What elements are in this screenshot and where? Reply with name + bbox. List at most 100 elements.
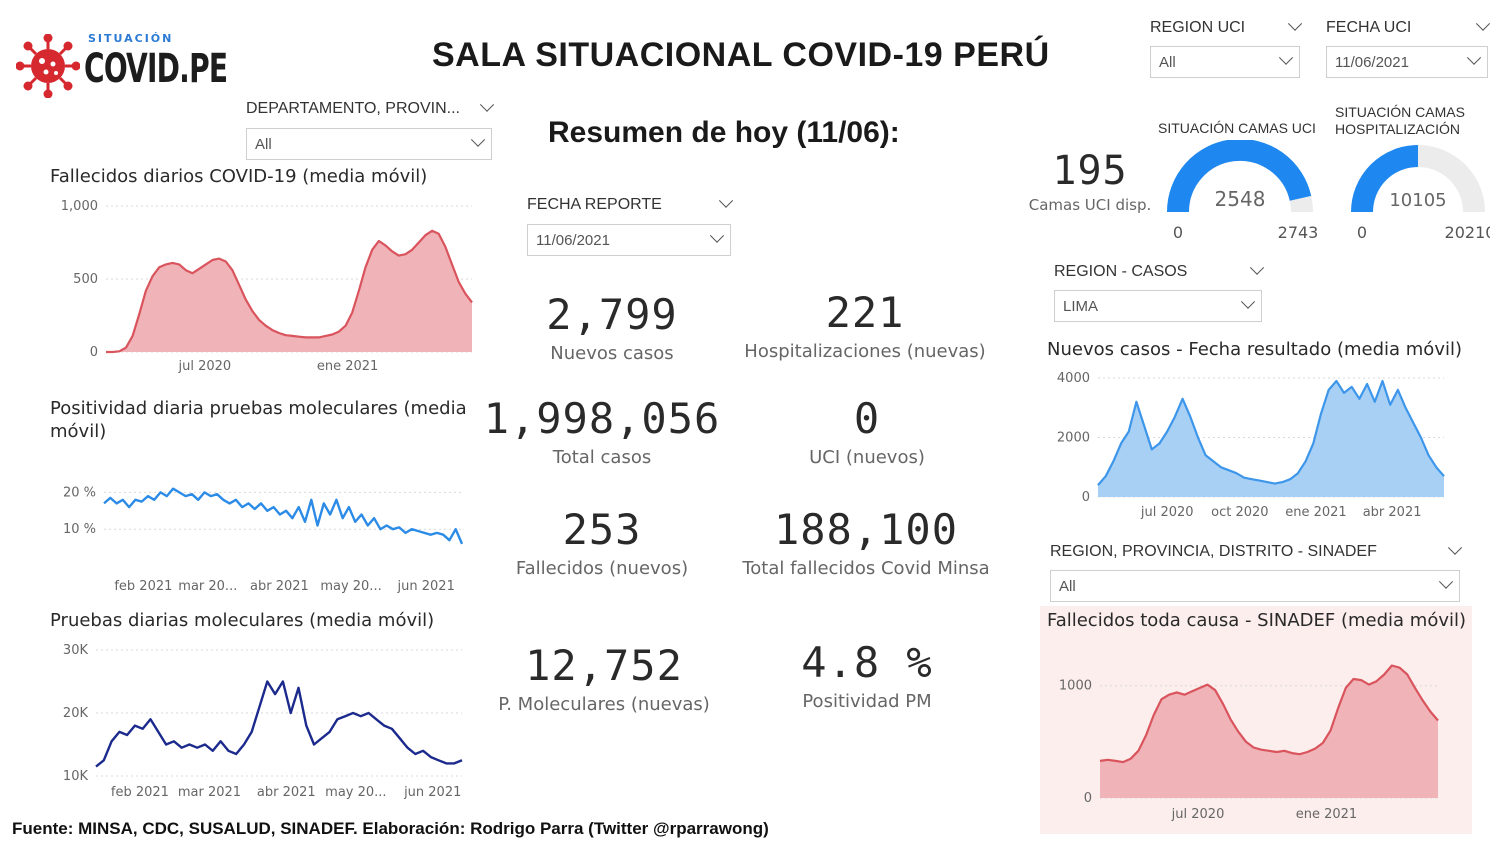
- uci-available-label: Camas UCI disp.: [1028, 196, 1152, 214]
- data-point: [95, 766, 97, 768]
- data-point: [179, 492, 181, 494]
- data-point: [449, 539, 451, 541]
- y-tick-label: 20 %: [63, 485, 96, 500]
- data-point: [1420, 437, 1422, 439]
- kpi-label: Nuevos casos: [550, 343, 674, 364]
- x-tick-label: oct 2020: [1211, 505, 1268, 520]
- data-point: [325, 335, 327, 337]
- data-point: [245, 299, 247, 301]
- kpi-value: 12,752: [525, 641, 683, 690]
- data-point: [392, 528, 394, 530]
- slicer-fecha-reporte-label: FECHA REPORTE: [527, 196, 662, 213]
- data-point: [1222, 703, 1224, 705]
- data-point: [278, 332, 280, 334]
- kpi-uci-nuevos: 0 UCI (nuevos): [742, 394, 992, 468]
- slicer-region-uci-dropdown[interactable]: All: [1150, 46, 1300, 78]
- data-point: [103, 503, 105, 505]
- data-point: [150, 719, 152, 721]
- data-point: [1382, 380, 1384, 382]
- data-point: [119, 350, 121, 352]
- slicer-departamento-value: All: [255, 135, 272, 153]
- chevron-down-icon: [1240, 294, 1256, 309]
- data-point: [1205, 455, 1207, 457]
- chevron-down-icon[interactable]: [1287, 16, 1303, 31]
- y-tick-label: 1,000: [61, 199, 98, 214]
- kpi-total-fallecidos: 188,100 Total fallecidos Covid Minsa: [738, 505, 994, 579]
- data-point: [358, 290, 360, 292]
- data-point: [218, 258, 220, 260]
- data-point: [238, 284, 240, 286]
- data-point: [1214, 689, 1216, 691]
- slicer-departamento-dropdown[interactable]: All: [246, 128, 492, 160]
- data-point: [385, 245, 387, 247]
- data-point: [254, 508, 256, 510]
- data-point: [135, 499, 137, 501]
- data-point: [165, 744, 167, 746]
- chevron-down-icon[interactable]: [1475, 16, 1490, 31]
- slicer-fecha-uci-value: 11/06/2021: [1335, 53, 1409, 71]
- data-point: [386, 525, 388, 527]
- data-point: [298, 687, 300, 689]
- slicer-sinadef: REGION, PROVINCIA, DISTRITO - SINADEF Al…: [1050, 540, 1463, 602]
- data-point: [1243, 477, 1245, 479]
- data-point: [304, 521, 306, 523]
- data-point: [266, 510, 268, 512]
- gauge-uci: 2548 0 2743: [1166, 140, 1318, 242]
- data-point: [212, 750, 214, 752]
- data-point: [1266, 481, 1268, 483]
- data-point: [323, 503, 325, 505]
- data-point: [191, 493, 193, 495]
- chevron-down-icon[interactable]: [718, 193, 734, 208]
- gauge-max: 20210: [1445, 223, 1490, 242]
- data-point: [1322, 742, 1324, 744]
- data-point: [365, 267, 367, 269]
- data-point: [344, 715, 346, 717]
- logo-text: COVID.PE: [84, 46, 228, 92]
- data-point: [1330, 730, 1332, 732]
- kpi-label: P. Moleculares (nuevas): [498, 694, 710, 715]
- data-point: [425, 234, 427, 236]
- slicer-fecha-reporte: FECHA REPORTE 11/06/2021: [527, 192, 734, 256]
- slicer-region-casos-dropdown[interactable]: LIMA: [1054, 290, 1262, 322]
- kpi-label: Total fallecidos Covid Minsa: [742, 558, 990, 579]
- chart-positividad-title: Positividad diaria pruebas moleculares (…: [50, 398, 467, 442]
- chevron-down-icon[interactable]: [1447, 540, 1463, 555]
- data-point: [391, 728, 393, 730]
- data-point: [252, 310, 254, 312]
- data-point: [407, 747, 409, 749]
- data-point: [1282, 481, 1284, 483]
- series-line: [103, 487, 464, 545]
- data-point: [1443, 475, 1445, 477]
- data-point: [1389, 404, 1391, 406]
- y-tick-label: 10K: [63, 769, 89, 784]
- data-point: [152, 275, 154, 277]
- data-point: [1145, 734, 1147, 736]
- data-point: [1182, 398, 1184, 400]
- kpi-value: 188,100: [773, 505, 958, 554]
- slicer-region-uci-label: REGION UCI: [1150, 19, 1246, 36]
- slicer-fecha-reporte-dropdown[interactable]: 11/06/2021: [527, 224, 731, 256]
- series-line: [1099, 664, 1439, 764]
- slicer-sinadef-label: REGION, PROVINCIA, DISTRITO - SINADEF: [1050, 543, 1377, 560]
- data-point: [1166, 431, 1168, 433]
- data-point: [210, 495, 212, 497]
- data-point: [1122, 761, 1124, 763]
- x-tick-label: jun 2021: [397, 579, 455, 594]
- slicer-fecha-uci-dropdown[interactable]: 11/06/2021: [1326, 46, 1488, 78]
- data-point: [1368, 684, 1370, 686]
- data-point: [204, 744, 206, 746]
- chevron-down-icon[interactable]: [1249, 260, 1265, 275]
- data-point: [348, 506, 350, 508]
- data-point: [1383, 674, 1385, 676]
- data-point: [417, 530, 419, 532]
- data-point: [380, 528, 382, 530]
- chevron-down-icon[interactable]: [479, 97, 495, 112]
- data-point: [1328, 389, 1330, 391]
- data-point: [1213, 461, 1215, 463]
- data-point: [145, 290, 147, 292]
- data-point: [103, 759, 105, 761]
- slicer-fecha-reporte-value: 11/06/2021: [536, 231, 610, 249]
- kpi-value: 253: [562, 505, 642, 554]
- slicer-sinadef-dropdown[interactable]: All: [1050, 570, 1460, 602]
- data-point: [378, 240, 380, 242]
